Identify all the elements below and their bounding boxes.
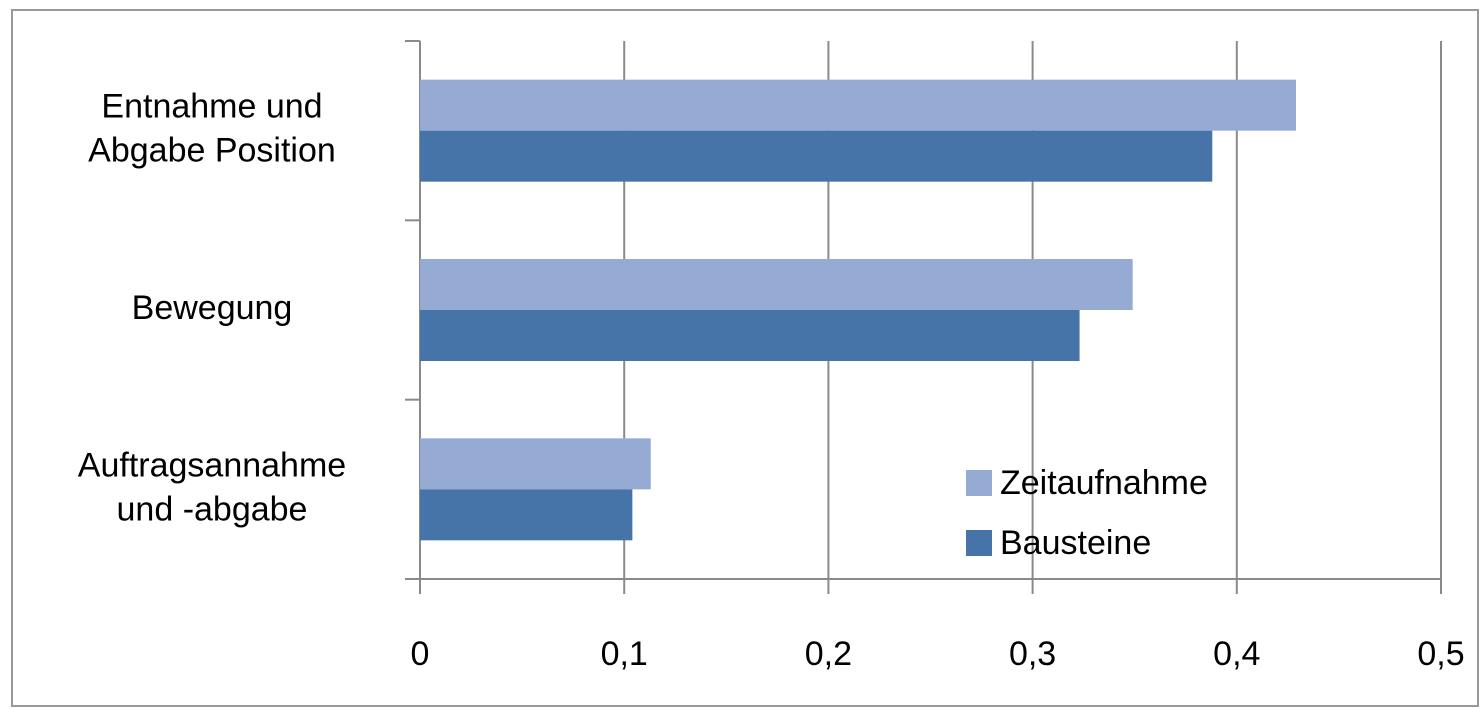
bar — [420, 259, 1133, 310]
y-tick-label: Auftragsannahme und -abgabe — [78, 446, 346, 528]
x-tick-label: 0,3 — [1009, 635, 1056, 673]
bar — [420, 310, 1080, 361]
legend-label: Zeitaufnahme — [1000, 464, 1208, 502]
legend-swatch — [966, 470, 992, 496]
y-tick-label: Entnahme und Abgabe Position — [88, 88, 336, 170]
bar — [420, 489, 633, 541]
legend-swatch — [966, 530, 992, 556]
x-tick-label: 0,1 — [601, 635, 648, 673]
legend-label: Bausteine — [1000, 524, 1151, 562]
bar — [420, 79, 1297, 131]
y-tick-label: Bewegung — [132, 289, 293, 327]
x-tick-label: 0,4 — [1213, 635, 1260, 673]
bar — [420, 130, 1213, 182]
bar — [420, 438, 651, 490]
x-tick-label: 0,2 — [805, 635, 852, 673]
x-tick-label: 0,5 — [1417, 635, 1464, 673]
x-tick-label: 0 — [411, 635, 430, 673]
